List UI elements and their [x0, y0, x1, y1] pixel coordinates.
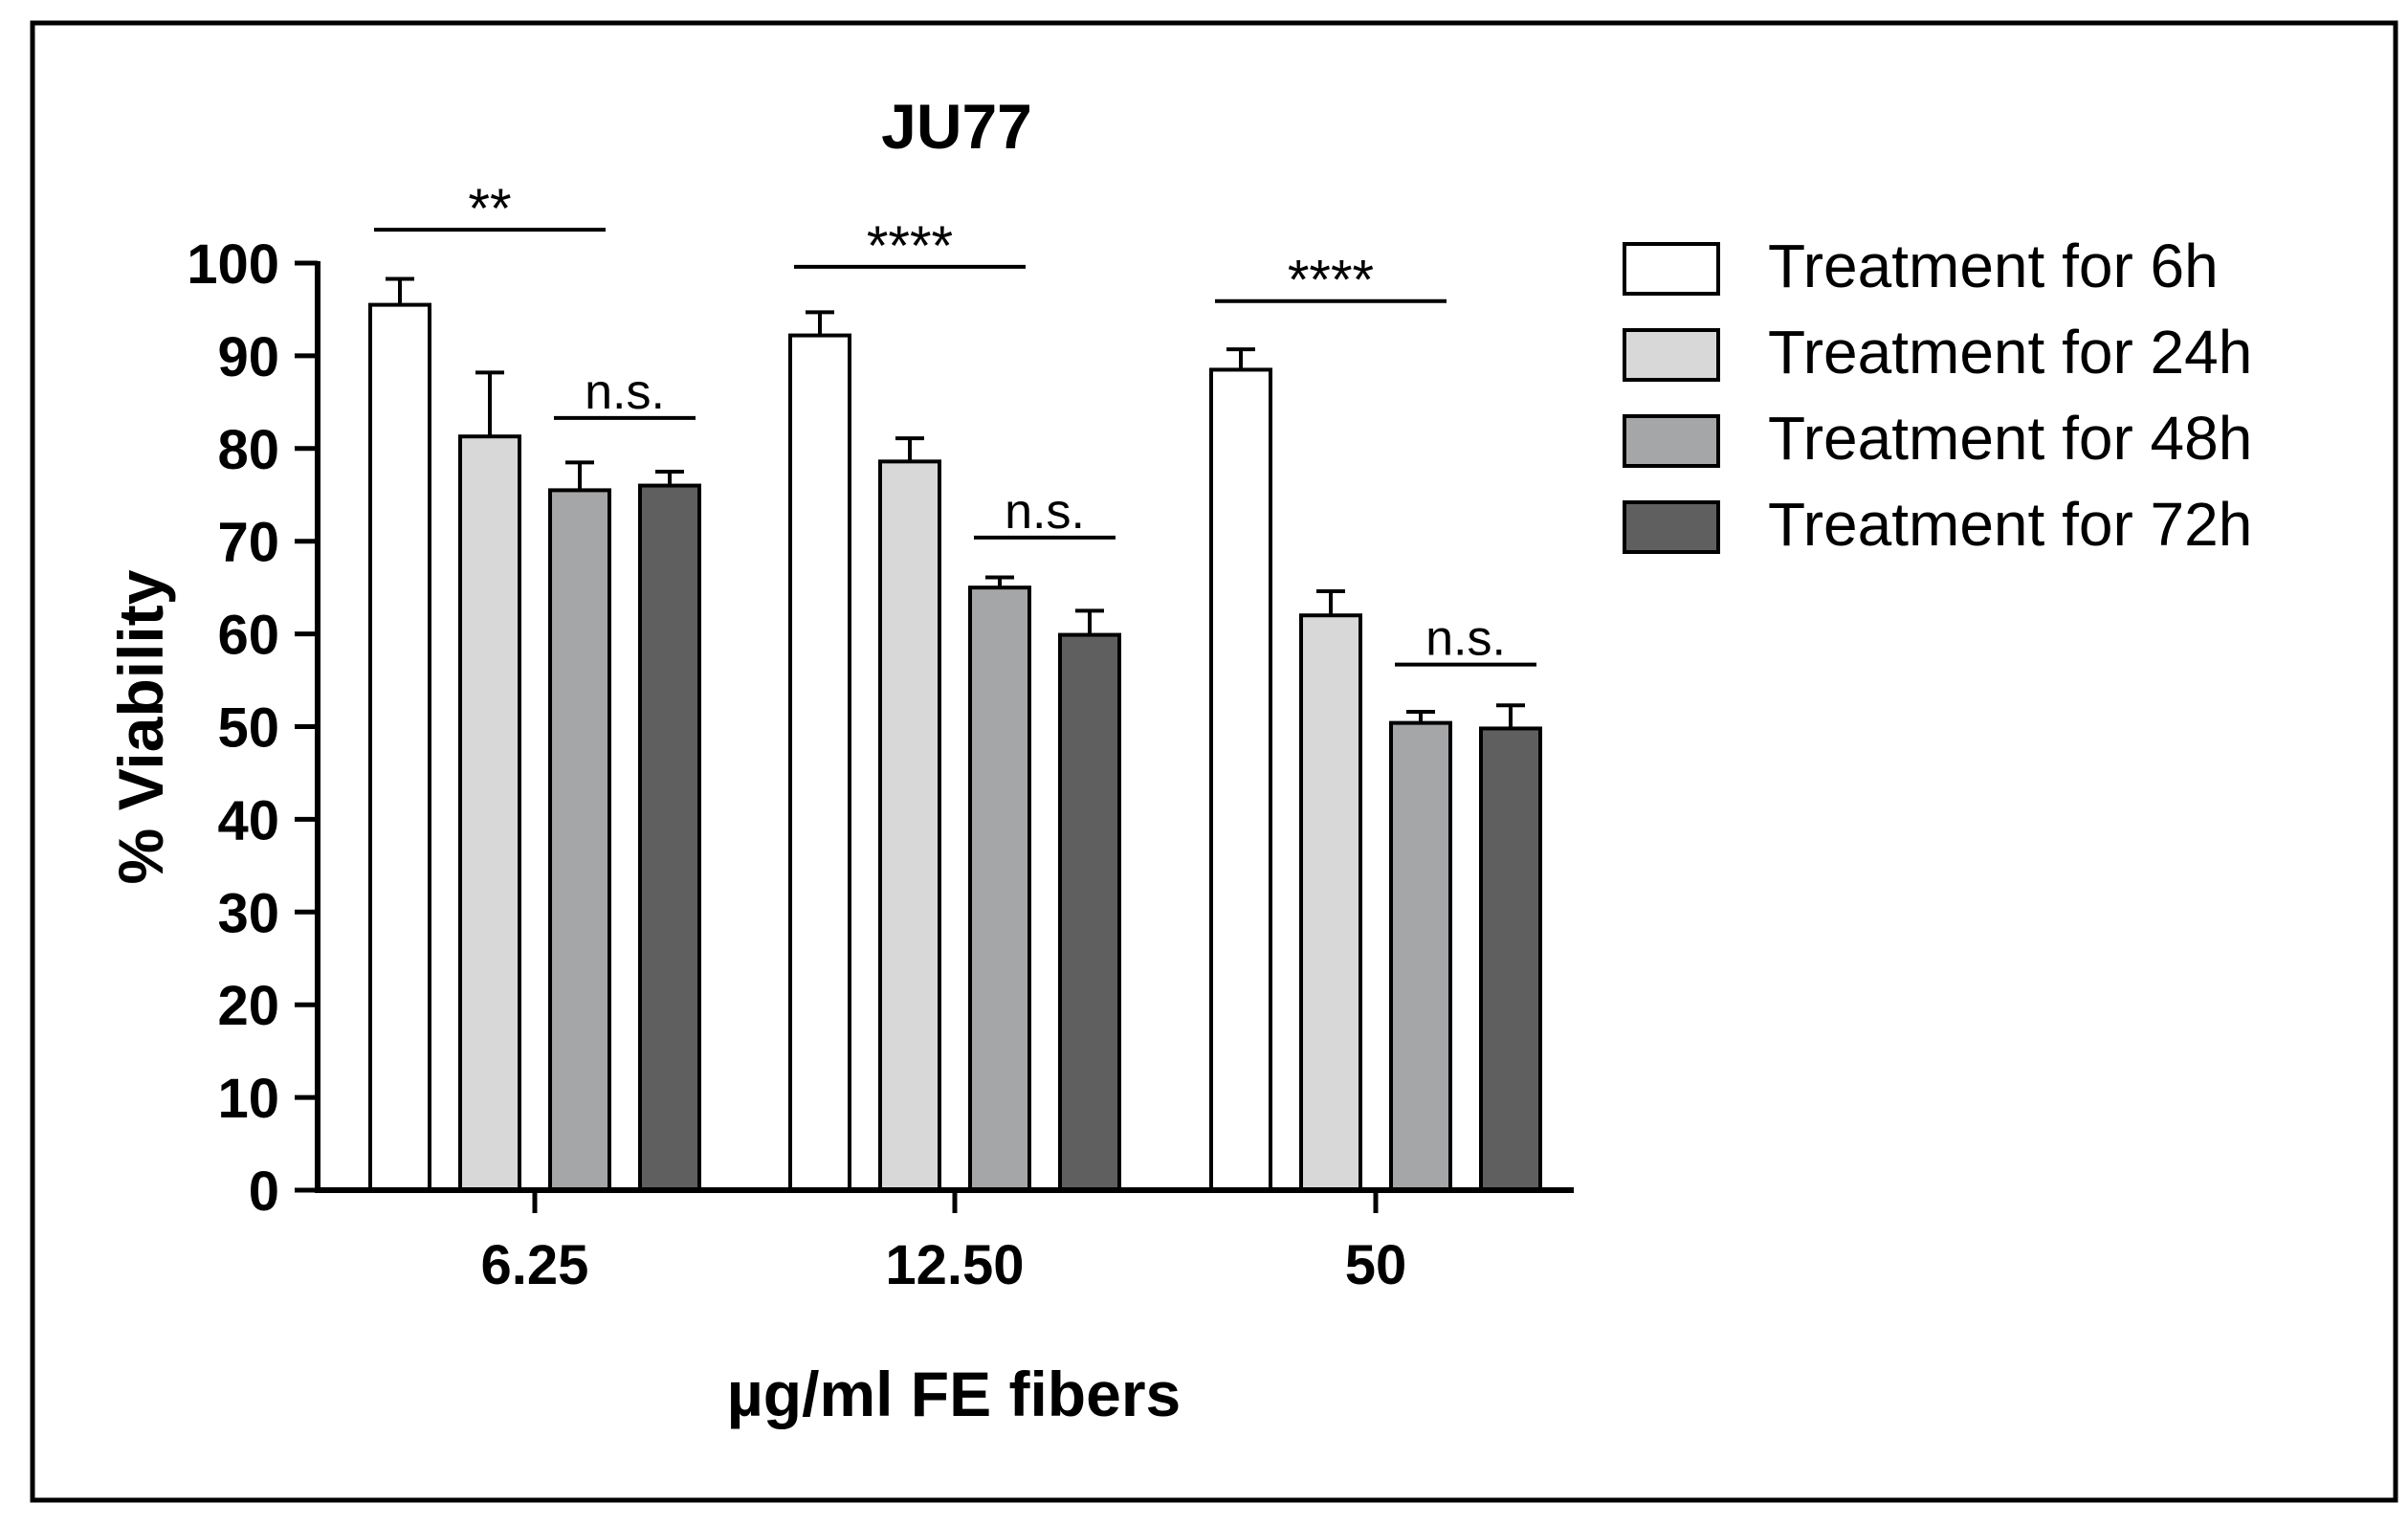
- legend-swatch: [1623, 242, 1720, 296]
- chart-title: JU77: [881, 91, 1032, 162]
- bar-12.50-treatment-for-6h: [788, 333, 851, 1193]
- y-tick-label: 90: [217, 326, 279, 388]
- significance-label: n.s.: [1005, 484, 1085, 540]
- bar-50-treatment-for-6h: [1209, 367, 1272, 1192]
- legend: Treatment for 6h Treatment for 24h Treatme…: [1623, 232, 2252, 559]
- legend-label: Treatment for 24h: [1768, 318, 2252, 387]
- bar-50-treatment-for-24h: [1299, 613, 1362, 1192]
- bar-6.25-treatment-for-72h: [638, 483, 701, 1192]
- y-tick-label: 10: [217, 1068, 279, 1130]
- x-tick-label: 12.50: [885, 1234, 1024, 1296]
- significance-label: n.s.: [1425, 611, 1506, 667]
- x-tick-label: 6.25: [481, 1234, 589, 1296]
- legend-label: Treatment for 48h: [1768, 404, 2252, 473]
- significance-label: ****: [1288, 250, 1374, 312]
- legend-swatch: [1623, 500, 1720, 554]
- y-tick-label: 70: [217, 512, 279, 574]
- error-bars-layer: [386, 276, 1525, 729]
- bar-6.25-treatment-for-24h: [458, 434, 521, 1192]
- y-tick-label: 50: [217, 697, 279, 760]
- y-tick-label: 20: [217, 975, 279, 1037]
- y-tick-label: 30: [217, 882, 279, 944]
- significance-label: ****: [867, 215, 953, 277]
- x-tick-label: 50: [1345, 1234, 1407, 1296]
- significance-label: **: [468, 178, 511, 240]
- y-axis-label: % Viability: [105, 569, 176, 884]
- bar-12.50-treatment-for-48h: [968, 586, 1031, 1192]
- bar-12.50-treatment-for-24h: [878, 459, 941, 1192]
- y-tick-label: 80: [217, 419, 279, 481]
- bar-6.25-treatment-for-48h: [548, 488, 611, 1192]
- bar-6.25-treatment-for-6h: [368, 302, 431, 1193]
- legend-swatch: [1623, 414, 1720, 468]
- x-axis-label: µg/ml FE fibers: [727, 1359, 1181, 1429]
- y-tick-label: 40: [217, 789, 279, 851]
- bar-50-treatment-for-48h: [1389, 720, 1452, 1193]
- legend-swatch: [1623, 328, 1720, 382]
- y-tick-label: 60: [217, 605, 279, 667]
- axes-layer: 0 10 20 30 40 50 60 70 80 90 100 6.25 12.50 50: [187, 233, 1574, 1296]
- significance-label: n.s.: [585, 365, 665, 420]
- y-tick-label: 100: [187, 233, 279, 296]
- annotations-layer: ** n.s. **** n.s. **** n.s.: [374, 178, 1536, 667]
- legend-label: Treatment for 72h: [1768, 490, 2252, 559]
- y-tick-label: 0: [249, 1160, 279, 1223]
- legend-label: Treatment for 6h: [1768, 232, 2219, 300]
- bar-12.50-treatment-for-72h: [1058, 632, 1121, 1192]
- bar-50-treatment-for-72h: [1479, 726, 1542, 1192]
